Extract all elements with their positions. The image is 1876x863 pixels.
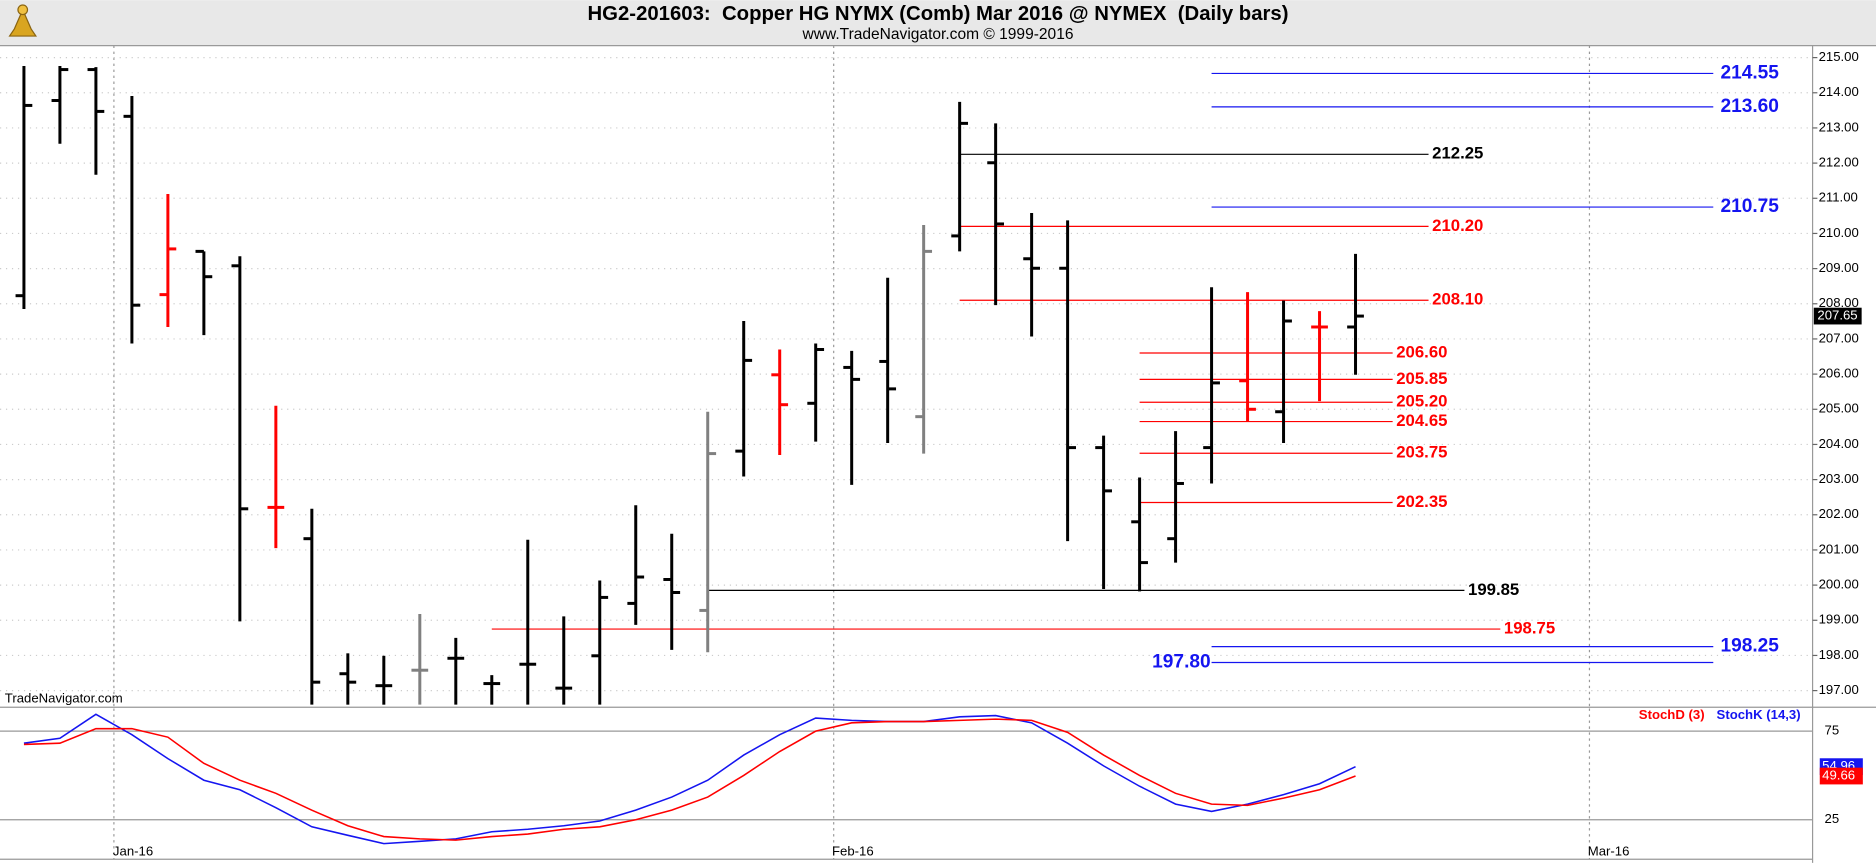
- level-label: 204.65: [1396, 411, 1447, 430]
- y-tick-label: 203.00: [1819, 471, 1859, 486]
- logo: [8, 4, 38, 37]
- y-tick-label: 212.00: [1819, 155, 1859, 170]
- stoch-line: [23, 718, 1356, 841]
- chart-title: HG2-201603: Copper HG NYMX (Comb) Mar 20…: [588, 3, 1289, 25]
- y-tick-label: 197.00: [1819, 682, 1859, 697]
- level-label: 205.20: [1396, 392, 1447, 411]
- x-tick-label: Jan-16: [113, 844, 153, 859]
- level-label: 203.75: [1396, 443, 1447, 462]
- level-label: 210.20: [1432, 216, 1483, 235]
- y-tick-label: 198.00: [1819, 647, 1859, 662]
- level-label: 214.55: [1720, 62, 1779, 83]
- x-tick-label: Mar-16: [1588, 844, 1630, 859]
- level-label: 198.75: [1504, 618, 1555, 637]
- y-tick-label: 200.00: [1819, 577, 1859, 592]
- level-label: 212.25: [1432, 144, 1483, 163]
- header-band: [0, 0, 1876, 46]
- y-tick-label: 25: [1825, 811, 1840, 826]
- y-tick-label: 204.00: [1819, 436, 1859, 451]
- level-label: 206.60: [1396, 342, 1447, 361]
- y-tick-label: 208.00: [1819, 295, 1859, 310]
- last-value-box: [1819, 767, 1863, 785]
- legend-entry: StochK (14,3): [1717, 707, 1801, 722]
- level-label: 197.80: [1152, 652, 1211, 673]
- x-tick-label: Feb-16: [832, 844, 874, 859]
- y-tick-label: 206.00: [1819, 366, 1859, 381]
- level-label: 210.75: [1720, 196, 1779, 217]
- level-label: 213.60: [1720, 96, 1779, 117]
- chart-subtitle: www.TradeNavigator.com © 1999-2016: [802, 26, 1074, 43]
- y-tick-label: 211.00: [1819, 190, 1858, 205]
- watermark: TradeNavigator.com: [5, 690, 123, 705]
- y-tick-label: 209.00: [1819, 260, 1859, 275]
- level-label: 202.35: [1396, 492, 1447, 511]
- y-tick-label: 214.00: [1819, 84, 1859, 99]
- y-tick-label: 75: [1825, 723, 1840, 738]
- legend-entry: StochD (3): [1639, 707, 1705, 722]
- last-value-label: 49.66: [1822, 768, 1855, 783]
- level-label: 208.10: [1432, 290, 1483, 309]
- level-label: 205.85: [1396, 369, 1447, 388]
- y-tick-label: 205.00: [1819, 401, 1859, 416]
- y-tick-label: 202.00: [1819, 506, 1859, 521]
- last-price-box: [1813, 307, 1862, 325]
- stoch-line: [23, 713, 1356, 845]
- y-tick-label: 199.00: [1819, 612, 1859, 627]
- y-tick-label: 215.00: [1819, 49, 1859, 64]
- y-tick-label: 207.00: [1819, 330, 1859, 345]
- level-label: 199.85: [1468, 580, 1519, 599]
- level-label: 198.25: [1720, 636, 1779, 657]
- y-tick-label: 201.00: [1819, 541, 1859, 556]
- last-price-label: 207.65: [1817, 308, 1857, 323]
- y-tick-label: 213.00: [1819, 119, 1859, 134]
- y-tick-label: 210.00: [1819, 225, 1859, 240]
